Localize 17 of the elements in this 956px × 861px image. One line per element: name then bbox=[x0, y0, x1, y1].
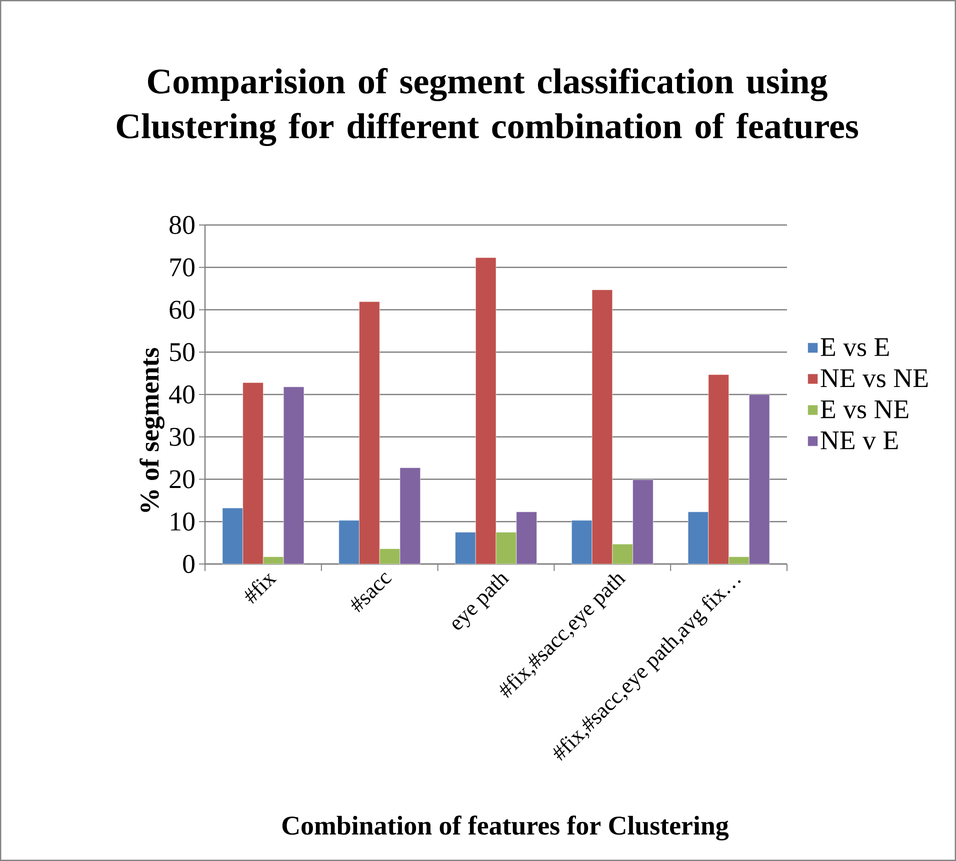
y-tick-label: 40 bbox=[169, 385, 194, 404]
y-tick-label: 0 bbox=[183, 554, 194, 574]
y-tick-label: 30 bbox=[170, 428, 194, 446]
legend-label: E vs E bbox=[820, 338, 889, 356]
y-tick-label: 70 bbox=[170, 258, 194, 276]
y-tick-label: 60 bbox=[170, 300, 194, 319]
y-tick-label: 10 bbox=[170, 512, 194, 531]
chart-title: Comparision of segment classification using Clustering for different combination of features bbox=[116, 68, 858, 146]
y-tick-label: 20 bbox=[170, 470, 194, 488]
x-axis-title: Combination of features for Clustering bbox=[282, 816, 729, 840]
y-tick-label: 80 bbox=[170, 216, 194, 234]
legend-label: NE v E bbox=[820, 432, 898, 450]
legend-label: E vs NE bbox=[820, 400, 908, 418]
y-axis-title: % of segments bbox=[140, 348, 164, 512]
legend-label: NE vs NE bbox=[820, 369, 928, 388]
x-tick-label: #fix bbox=[244, 573, 277, 604]
y-tick-label: 50 bbox=[170, 343, 194, 362]
